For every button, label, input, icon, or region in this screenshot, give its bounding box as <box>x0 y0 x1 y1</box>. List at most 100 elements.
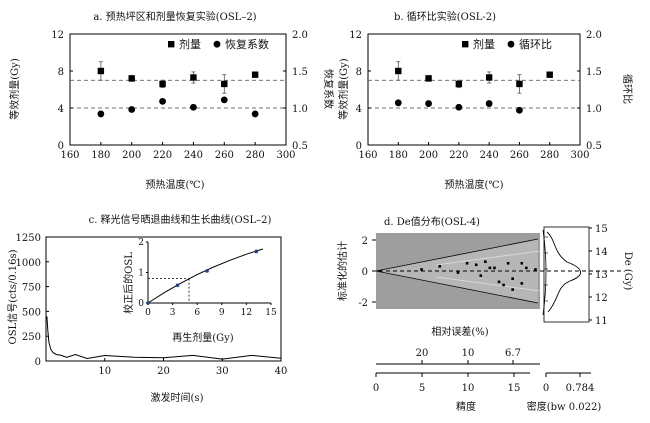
panel-d-density-label: 密度(bw 0.022) <box>527 400 602 413</box>
panel-d-title: d. De值分布(OSL-4) <box>384 215 480 228</box>
d-wedge-lower-edge <box>375 270 539 304</box>
a-circle-point <box>128 106 136 113</box>
d-density-tick-label: 0.784 <box>566 383 595 394</box>
c-inset-xtick-label: 12 <box>241 308 252 318</box>
b-ytick-right-label: 2.0 <box>586 30 602 41</box>
a-square-point <box>97 67 105 75</box>
c-ytick-label: 0 <box>35 357 41 368</box>
a-circle-point <box>220 96 228 104</box>
panel-a-preheat-dose-recovery: a. 预热坪区和剂量恢复实验(OSL–2) 160 180 200 220 240 260… <box>8 10 335 191</box>
d-de-tick-label: 14 <box>595 247 608 258</box>
panel-a-ylabel-left: 等效剂量(Gy) <box>8 58 21 120</box>
a-legend-label: 剂量 <box>179 37 201 51</box>
d-data-point <box>465 261 469 265</box>
b-xtick-label: 180 <box>389 150 408 161</box>
panel-a-xlabel: 预热温度(℃) <box>146 178 205 191</box>
d-relerr-tick-label: 6.7 <box>505 348 521 359</box>
a-circle-point <box>190 103 197 111</box>
d-data-point <box>506 261 510 265</box>
d-data-point <box>497 280 501 284</box>
d-data-point <box>438 265 442 268</box>
a-frame <box>69 33 287 146</box>
b-circle-point <box>425 100 432 107</box>
panel-a-title: a. 预热坪区和剂量恢复实验(OSL–2) <box>93 10 256 23</box>
c-inset-xtick-label: 9 <box>219 308 225 318</box>
b-ytick-right-label: 0.5 <box>586 141 602 152</box>
panel-c-decay-growth: c. 释光信号晒退曲线和生长曲线(OSL–2) 10 20 30 4002505007… <box>7 213 287 404</box>
c-inset-xtick-label: 3 <box>170 308 176 318</box>
d-relerr-tick-label: 20 <box>416 348 429 359</box>
panel-a-ylabel-right: 恢复系数 <box>322 69 335 109</box>
c-frame <box>45 236 282 362</box>
d-density-curve <box>546 231 581 313</box>
b-square-point <box>395 67 402 75</box>
d-data-point <box>525 266 528 270</box>
a-square-point <box>159 80 166 88</box>
b-square-point <box>516 80 523 88</box>
d-data-point <box>456 271 460 274</box>
c-inset-xtick-label: 15 <box>265 308 277 318</box>
b-frame <box>367 33 581 146</box>
a-ytick-right-label: 1.0 <box>292 104 308 115</box>
a-xtick-label: 180 <box>91 150 110 161</box>
a-legend-square-marker <box>168 41 175 48</box>
panel-d-plot: -2 0 2 11 12 13 14 15 20 10 6.7 0 5 10 15 0 0.784 <box>358 224 624 394</box>
panel-c-inset-ylabel: 校正后的OSL <box>122 252 135 314</box>
b-xtick-label: 160 <box>358 150 377 161</box>
a-circle-point <box>97 110 105 118</box>
d-ytick-label: -2 <box>358 298 368 309</box>
d-precision-tick-label: 0 <box>373 383 379 394</box>
a-circle-point <box>251 110 259 118</box>
d-precision-tick-label: 15 <box>508 383 521 394</box>
c-ytick-label: 1250 <box>16 233 41 244</box>
c-inset-xtick-label: 6 <box>194 308 200 318</box>
panel-d-relerr-label: 相对误差(%) <box>431 325 488 338</box>
b-xtick-label: 300 <box>570 150 589 161</box>
b-ytick-left-label: 4 <box>356 104 362 115</box>
b-xtick-label: 220 <box>449 150 468 161</box>
d-data-point <box>520 282 524 285</box>
a-legend-label: 恢复系数 <box>225 37 269 51</box>
a-xtick-label: 260 <box>215 150 234 161</box>
c-inset-ytick-label: 0 <box>138 299 144 309</box>
a-circle-point <box>159 97 166 105</box>
c-inset-point <box>146 301 150 305</box>
b-circle-point <box>516 106 523 114</box>
panel-b-ylabel-right: 循环比 <box>621 74 634 104</box>
d-data-point <box>420 268 423 271</box>
b-ytick-right-label: 1.0 <box>586 104 602 115</box>
a-ytick-left-label: 12 <box>51 30 64 41</box>
d-data-point <box>488 266 492 270</box>
b-legend-square-marker <box>462 41 469 48</box>
b-ytick-left-label: 12 <box>349 30 362 41</box>
a-xtick-label: 160 <box>60 150 79 161</box>
c-xtick-label: 20 <box>157 366 170 377</box>
a-ytick-left-label: 8 <box>58 67 64 78</box>
d-ytick-label: 2 <box>362 236 368 247</box>
b-xtick-label: 260 <box>510 150 529 161</box>
panel-c-title: c. 释光信号晒退曲线和生长曲线(OSL–2) <box>89 213 272 226</box>
a-square-point <box>221 80 228 88</box>
d-data-point <box>520 261 524 265</box>
c-ytick-label: 500 <box>22 307 41 318</box>
a-square-point <box>190 74 197 81</box>
b-square-point <box>455 80 463 88</box>
c-inset-point <box>175 283 180 288</box>
d-ytick-label: 0 <box>362 267 368 278</box>
a-square-point <box>128 75 135 82</box>
b-square-point <box>546 71 553 78</box>
b-legend-circle-marker <box>507 40 515 48</box>
c-inset-ytick-label: 1 <box>138 269 144 279</box>
a-ytick-left-label: 4 <box>58 104 64 115</box>
panel-b-recycling-ratio: b. 循环比实验(OSL-2) 160 180 200 220 240 260 280 300… <box>337 10 634 191</box>
panel-d-de-distribution: d. De值分布(OSL-4) -2 0 2 11 12 13 14 15 20 10 6.7 0 5 1… <box>336 215 633 413</box>
b-legend-label: 循环比 <box>519 38 552 51</box>
panel-d-precision-label: 精度 <box>456 400 476 413</box>
d-guide-line <box>435 250 541 266</box>
a-square-point <box>251 71 259 78</box>
d-data-point <box>493 266 496 270</box>
b-circle-point <box>394 99 402 107</box>
d-precision-tick-label: 5 <box>419 383 425 394</box>
